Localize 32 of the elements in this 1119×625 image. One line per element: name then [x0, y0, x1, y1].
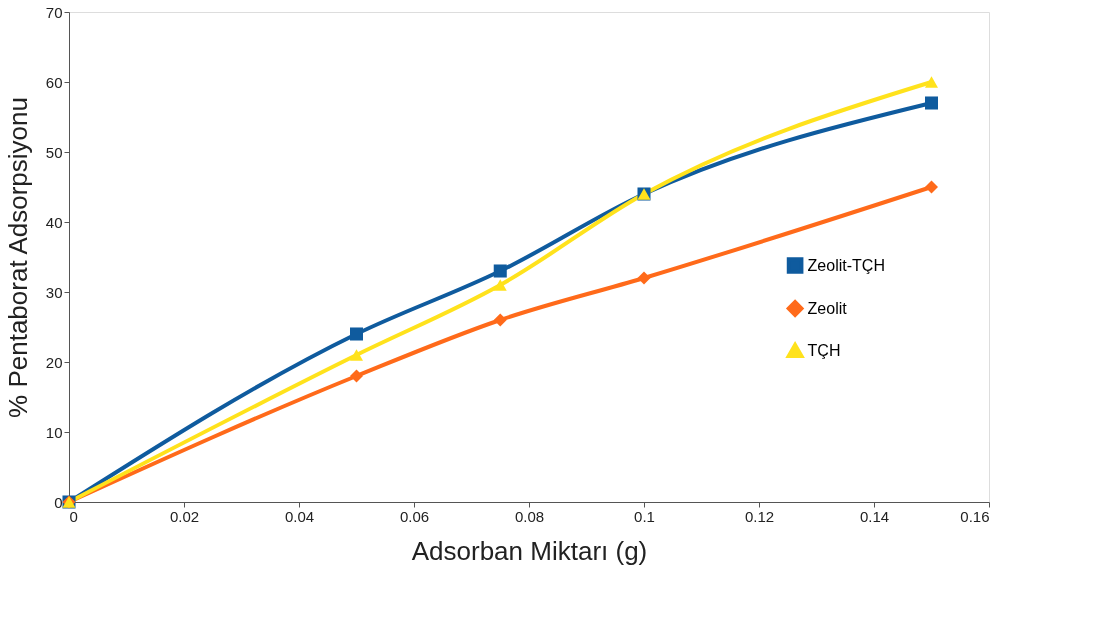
point [924, 96, 939, 110]
point [349, 369, 364, 383]
x-tick-label: 0.16 [960, 507, 990, 525]
y-tick-label: 70 [45, 3, 63, 21]
y-tick-label: 50 [45, 143, 63, 161]
point [349, 349, 364, 361]
x-tick-label: 0.02 [169, 507, 200, 525]
x-axis-title: Adsorban Miktarı (g) [411, 535, 648, 566]
point [493, 279, 507, 291]
y-tick-label: 30 [45, 283, 63, 301]
point [493, 264, 507, 278]
y-tick-label: 0 [54, 493, 63, 511]
x-tick-label: 0.04 [284, 507, 315, 525]
y-axis-title: % Pentaborat Adsorpsiyonu [2, 97, 33, 418]
legend-label: Zeolit-TÇH [807, 256, 885, 274]
x-tick-label: 0.12 [744, 507, 775, 525]
y-tick-label: 60 [45, 73, 63, 91]
y-tick-label: 20 [45, 353, 63, 371]
x-tick-label: 0.14 [859, 507, 890, 525]
point [924, 76, 939, 88]
x-tick-label: 0.08 [514, 507, 545, 525]
point [349, 327, 364, 341]
legend-label: Zeolit [807, 299, 848, 317]
x-tick-label: 0.1 [634, 507, 655, 525]
x-tick-label: 0 [69, 507, 78, 525]
y-tick-label: 40 [45, 213, 63, 231]
point [924, 180, 939, 194]
point [637, 271, 651, 285]
x-tick-label: 0.06 [399, 507, 430, 525]
legend-label: TÇH [807, 341, 841, 359]
point [493, 313, 507, 327]
y-tick-label: 10 [45, 423, 63, 441]
